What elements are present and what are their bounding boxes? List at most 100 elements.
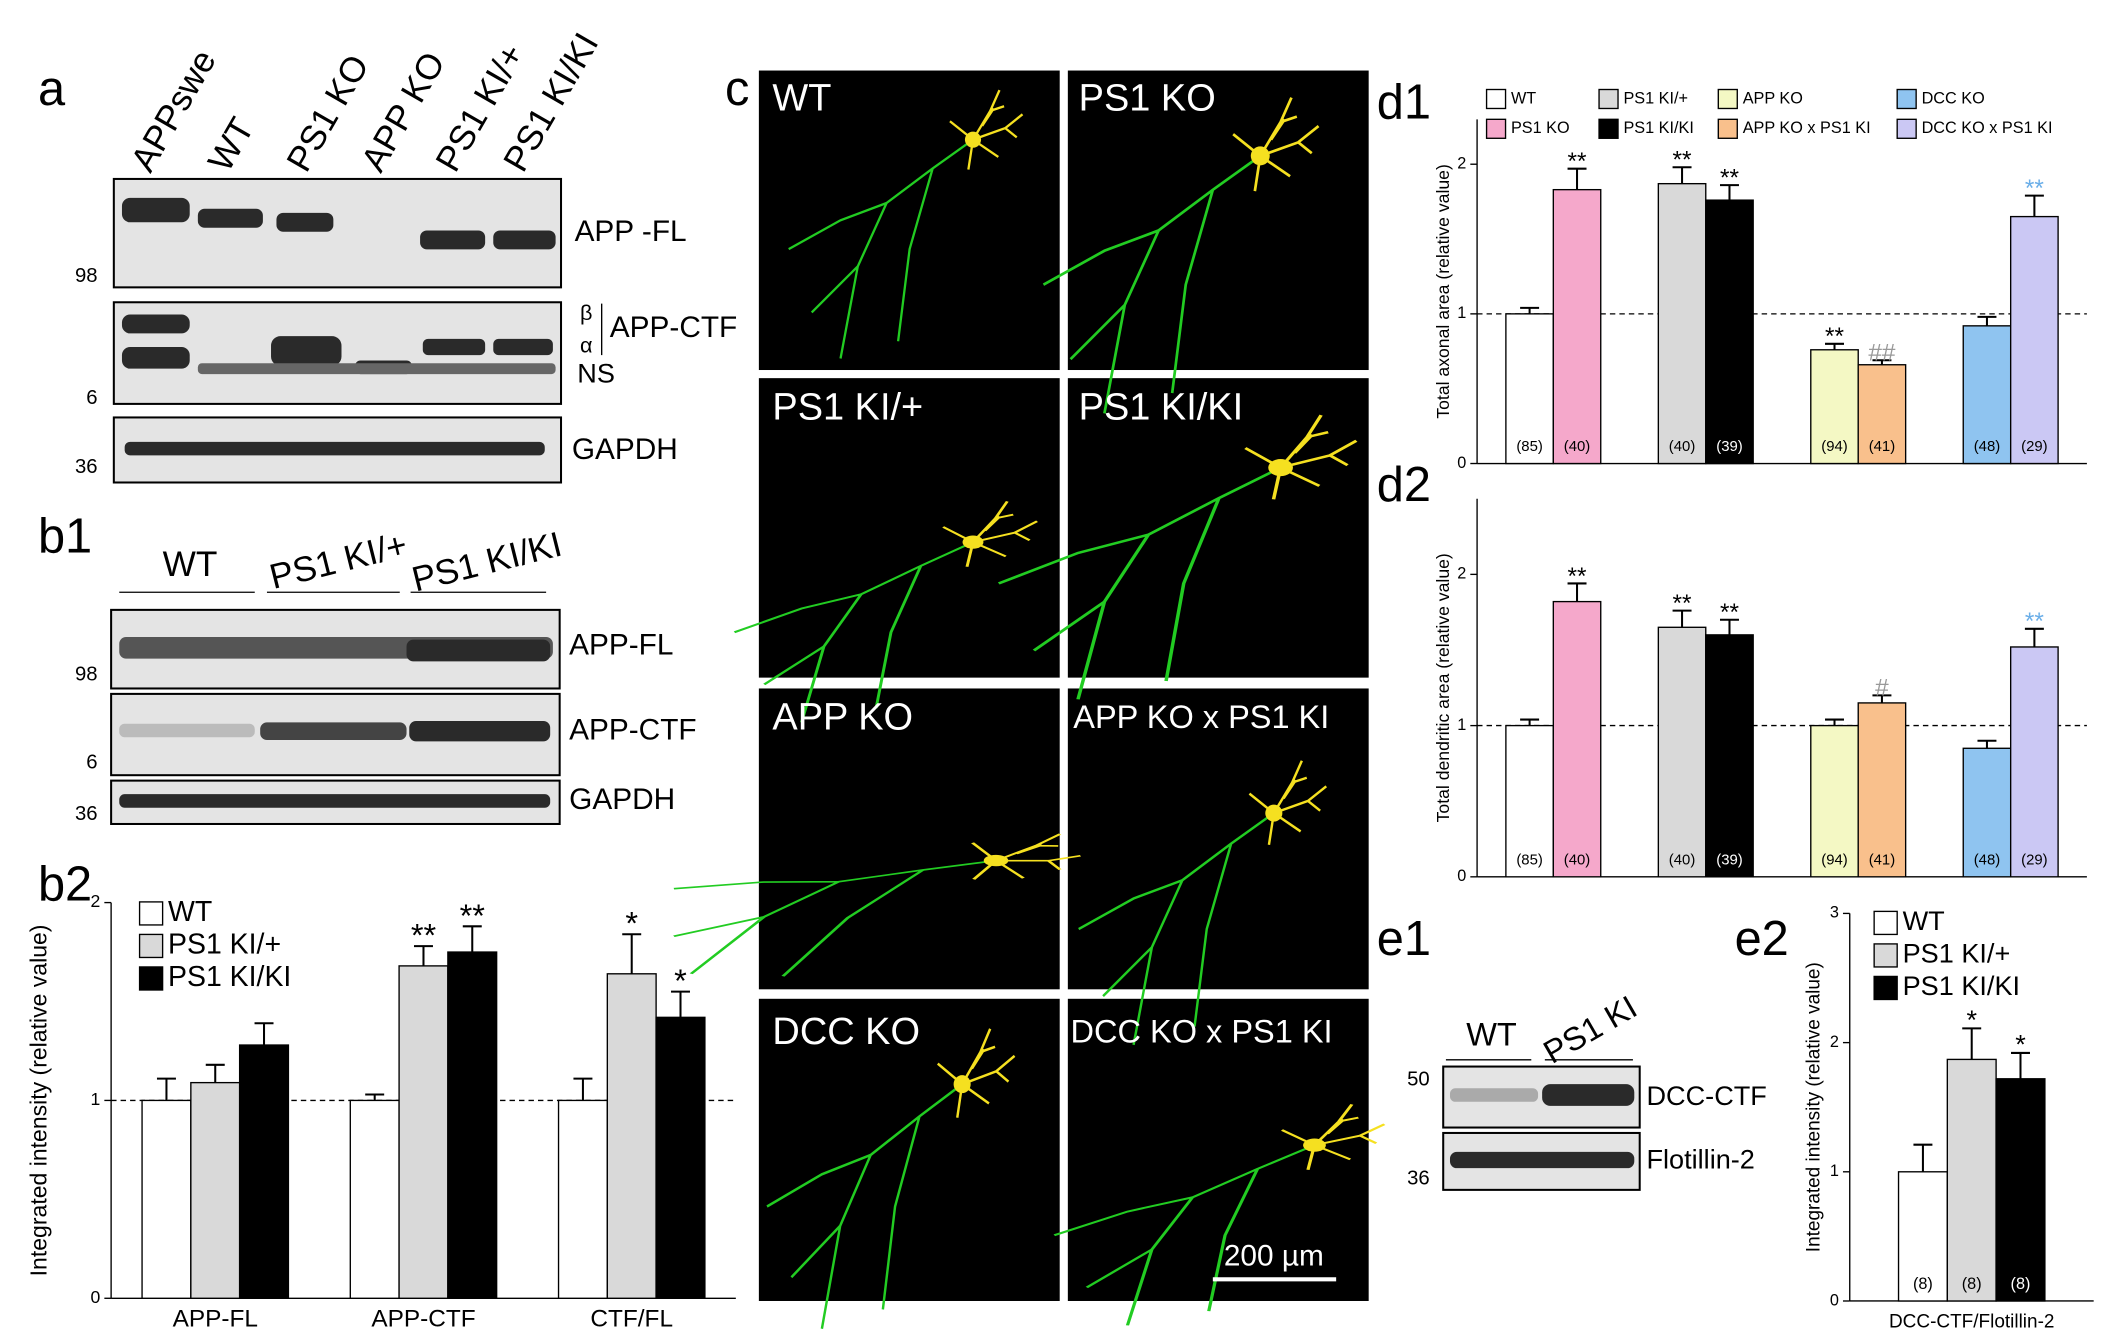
legend-label: WT	[168, 896, 212, 928]
image-label: PS1 KI/KI	[1079, 386, 1243, 428]
bar	[1962, 325, 2012, 465]
bar	[1946, 1058, 1997, 1302]
legend-label: WT	[1903, 905, 1945, 936]
bar	[1705, 199, 1754, 465]
significance-label: *	[674, 963, 687, 999]
legend-swatch	[1896, 88, 1917, 110]
significance-label: **	[1720, 599, 1739, 626]
blot-a: APPswe WT PS1 KO APP KO PS1 KI/+ PS1 KI/…	[75, 26, 737, 484]
bar	[1705, 634, 1754, 878]
bar	[1857, 702, 1907, 878]
n-label: (40)	[1669, 439, 1696, 455]
significance-label: **	[1568, 148, 1587, 175]
band-label: APP -FL	[575, 215, 687, 248]
y-axis-label: Total dendritic area (relative value)	[1433, 553, 1453, 822]
band-label: DCC-CTF	[1646, 1080, 1766, 1111]
panel-label: b2	[38, 858, 92, 912]
x-tick-label: APP-CTF	[371, 1305, 475, 1332]
x-tick-label: APP-FL	[173, 1305, 258, 1332]
legend-label: WT	[1511, 89, 1536, 107]
y-tick-label: 2	[1457, 155, 1466, 173]
bar	[557, 1099, 609, 1299]
neuron-panels: WT PS1 KO PS1 KI/+ PS1 KI/KI APP KO APP …	[614, 70, 1387, 1331]
blot-e1: WT PS1 KI DCC-CTF Flotillin-2 50 36	[1407, 989, 1767, 1191]
mw-marker: 6	[86, 387, 97, 409]
legend-label: PS1 KO	[1511, 119, 1570, 137]
lane-label: WT	[1466, 1016, 1517, 1052]
n-label: (94)	[1821, 853, 1848, 869]
band	[276, 212, 334, 232]
band	[420, 230, 486, 250]
bar	[1505, 724, 1554, 878]
bar	[141, 1099, 192, 1299]
band-label: Flotillin-2	[1646, 1144, 1754, 1175]
legend-swatch	[138, 933, 164, 959]
legend-swatch	[1485, 118, 1507, 139]
panel-label: d2	[1377, 458, 1431, 512]
legend-swatch	[1873, 943, 1898, 968]
image-label: DCC KO	[772, 1011, 920, 1053]
band	[197, 208, 263, 228]
mw-marker: 36	[1407, 1167, 1430, 1189]
legend-label: PS1 KI/+	[168, 928, 281, 960]
band-label: GAPDH	[569, 783, 675, 816]
n-label: (8)	[2011, 1275, 2031, 1293]
significance-label: *	[2015, 1028, 2026, 1059]
band	[121, 346, 190, 369]
mw-marker: 98	[75, 663, 98, 685]
significance-label: **	[1673, 147, 1692, 174]
x-tick-label: CTF/FL	[590, 1305, 673, 1332]
y-tick-label: 0	[1457, 867, 1466, 885]
significance-label: **	[460, 898, 486, 934]
bar	[1995, 1078, 2046, 1302]
legend-swatch	[1873, 910, 1898, 936]
image-label: DCC KO x PS1 KI	[1071, 1014, 1333, 1050]
n-label: (40)	[1564, 853, 1591, 869]
bar	[447, 951, 498, 1299]
bar	[2009, 646, 2059, 878]
band	[406, 639, 551, 662]
n-label: (29)	[2021, 853, 2048, 869]
legend-swatch	[1598, 88, 1619, 110]
mw-marker: 6	[86, 751, 97, 773]
image-label: APP KO	[772, 697, 913, 739]
image-panel	[1067, 378, 1369, 678]
image-panel	[1067, 688, 1369, 990]
panel-label: e2	[1735, 912, 1789, 966]
mw-marker: 36	[75, 803, 98, 825]
n-label: (40)	[1564, 439, 1591, 455]
significance-label: *	[625, 906, 638, 942]
bar	[606, 973, 657, 1299]
band	[422, 338, 486, 356]
panel-label: b1	[38, 509, 92, 563]
image-label: APP KO x PS1 KI	[1073, 699, 1329, 735]
legend-swatch	[1717, 118, 1738, 139]
image-label: PS1 KO	[1079, 77, 1216, 119]
bar	[1962, 747, 2012, 878]
n-label: (29)	[2021, 439, 2048, 455]
legend-label: PS1 KI/KI	[1903, 970, 2020, 1001]
scale-bar-label: 200 µm	[1224, 1240, 1324, 1273]
band	[260, 722, 407, 740]
bar	[1857, 364, 1907, 465]
lane-label: WT	[201, 111, 262, 178]
bar	[1810, 349, 1859, 465]
band	[1449, 1088, 1539, 1102]
image-panel	[1067, 70, 1369, 371]
legend-label: PS1 KI/KI	[1623, 119, 1693, 137]
blot-b1: WT PS1 KI/+ PS1 KI/KI APP-FL APP-CTF GAP…	[75, 525, 697, 826]
band-label: GAPDH	[572, 433, 678, 466]
y-tick-label: 1	[1457, 716, 1466, 734]
band-mark: α	[580, 333, 593, 358]
panel-label: a	[38, 62, 66, 116]
n-label: (8)	[1913, 1275, 1933, 1293]
bar	[655, 1016, 706, 1299]
bar	[349, 1099, 400, 1299]
band-mark: β	[580, 300, 592, 325]
legend-label: DCC KO	[1922, 89, 1985, 107]
band	[409, 720, 551, 742]
x-tick-label: DCC-CTF/Flotillin-2	[1889, 1312, 2054, 1333]
image-panel	[758, 378, 1060, 678]
